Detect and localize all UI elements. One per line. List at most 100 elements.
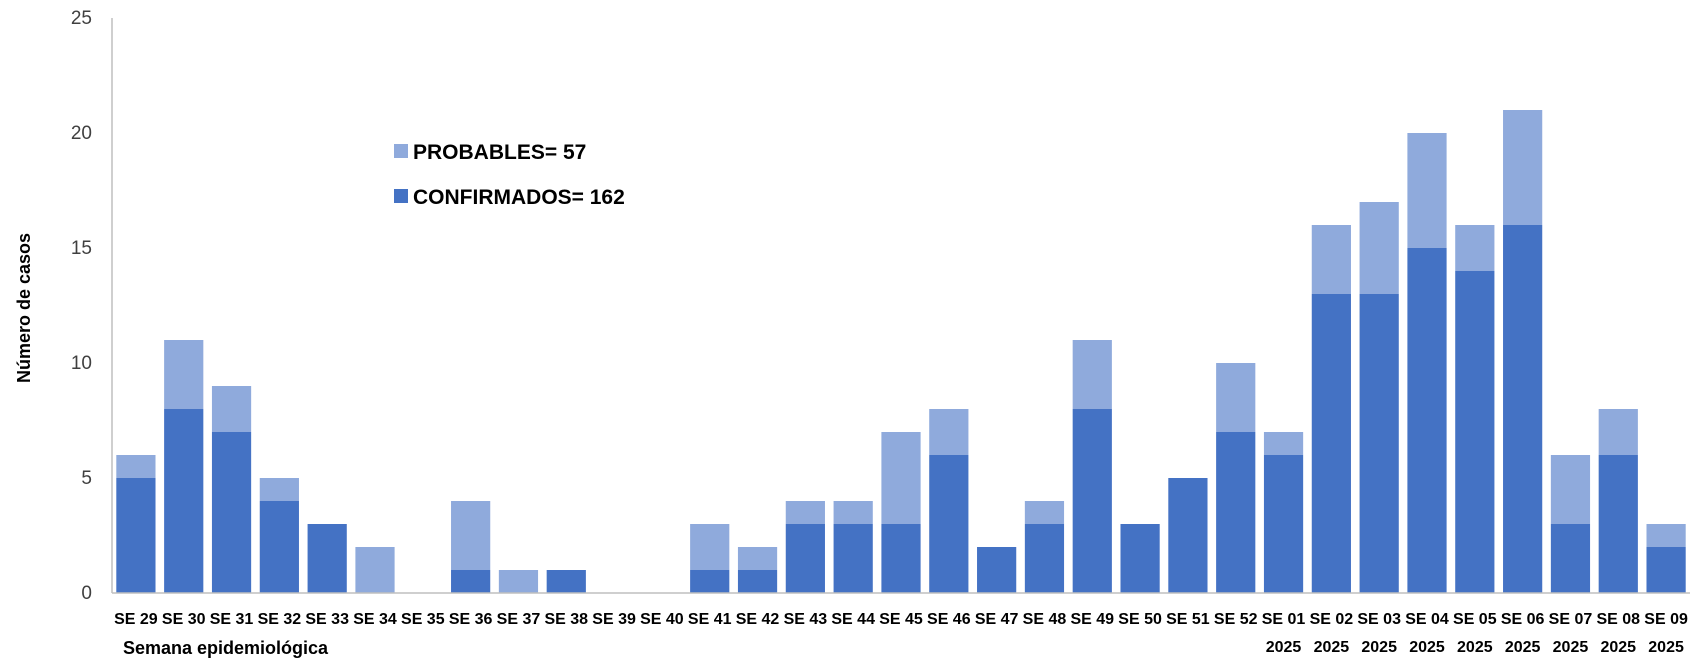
bar-segment-probables (690, 524, 730, 570)
x-tick-label: SE 39 (592, 611, 636, 628)
bar-segment-probables (929, 409, 969, 455)
bar-segment-confirmados (1407, 248, 1447, 593)
bar-segment-probables (737, 547, 778, 570)
x-tick-label: SE 38 (544, 611, 588, 628)
bar-segment-probables (1263, 432, 1304, 455)
x-tick-label: SE 45 (879, 611, 923, 628)
bar-segment-probables (211, 386, 252, 432)
bar-segment-confirmados (211, 432, 252, 593)
bar-segment-confirmados (1024, 524, 1065, 593)
bar-segment-confirmados (1598, 455, 1638, 593)
x-tick-sublabel: 2025 (1409, 639, 1445, 656)
x-tick-label: SE 36 (449, 611, 493, 628)
bars-group (116, 110, 1686, 593)
x-tick-label: SE 03 (1357, 611, 1401, 628)
y-tick-label: 5 (81, 468, 92, 489)
bar-segment-confirmados (1263, 455, 1304, 593)
x-tick-sublabel: 2025 (1505, 639, 1541, 656)
y-tick-label: 15 (71, 238, 92, 259)
bar-segment-confirmados (307, 524, 347, 593)
x-tick-label: SE 29 (114, 611, 158, 628)
bar-segment-confirmados (1311, 294, 1351, 593)
bar-segment-probables (355, 547, 395, 593)
bar-segment-probables (451, 501, 491, 570)
bar-segment-probables (1646, 524, 1686, 547)
bar-segment-probables (1311, 225, 1351, 294)
x-tick-label: SE 43 (784, 611, 828, 628)
x-tick-label: SE 09 (1644, 611, 1688, 628)
y-tick-label: 10 (71, 353, 92, 374)
x-tick-label: SE 47 (975, 611, 1019, 628)
x-tick-sublabel: 2025 (1314, 639, 1350, 656)
bar-segment-probables (1550, 455, 1591, 524)
bar-segment-confirmados (546, 570, 586, 593)
x-tick-sublabel: 2025 (1266, 639, 1302, 656)
x-tick-label: SE 02 (1310, 611, 1354, 628)
x-tick-label: SE 05 (1453, 611, 1497, 628)
bar-segment-confirmados (737, 570, 778, 593)
x-tick-label: SE 04 (1405, 611, 1449, 628)
y-tick-label: 0 (81, 583, 92, 604)
bar-segment-probables (1407, 133, 1447, 248)
x-tick-label: SE 34 (353, 611, 397, 628)
x-tick-label: SE 46 (927, 611, 971, 628)
bar-segment-confirmados (1359, 294, 1399, 593)
bar-segment-probables (1455, 225, 1495, 271)
bar-segment-probables (116, 455, 156, 478)
x-tick-label: SE 01 (1262, 611, 1306, 628)
x-tick-label: SE 41 (688, 611, 732, 628)
legend-swatch (394, 144, 408, 158)
bar-segment-confirmados (1168, 478, 1208, 593)
bar-segment-confirmados (1120, 524, 1160, 593)
y-axis-title: Número de casos (14, 233, 34, 383)
bar-segment-confirmados (977, 547, 1017, 593)
x-tick-label: SE 37 (497, 611, 541, 628)
bar-segment-confirmados (690, 570, 730, 593)
x-tick-label: SE 30 (162, 611, 206, 628)
x-tick-label: SE 35 (401, 611, 445, 628)
x-tick-label: SE 48 (1023, 611, 1067, 628)
x-tick-label: SE 07 (1549, 611, 1593, 628)
y-tick-label: 20 (71, 123, 92, 144)
x-axis-title: Semana epidemiológica (123, 638, 329, 658)
x-tick-sublabel: 2025 (1457, 639, 1493, 656)
y-axis: 0 5 10 15 20 25 (71, 8, 113, 604)
x-tick-sublabel: 2025 (1648, 639, 1684, 656)
bar-segment-probables (164, 340, 204, 409)
x-tick-label: SE 08 (1596, 611, 1640, 628)
legend-label: PROBABLES= 57 (413, 141, 586, 164)
x-tick-label: SE 44 (831, 611, 875, 628)
bar-segment-probables (1024, 501, 1065, 524)
bar-segment-confirmados (1503, 225, 1543, 593)
x-tick-label: SE 50 (1118, 611, 1162, 628)
bar-segment-probables (498, 570, 539, 593)
bar-segment-probables (1598, 409, 1638, 455)
bar-segment-probables (833, 501, 873, 524)
legend-swatch (394, 189, 408, 203)
bar-segment-confirmados (785, 524, 825, 593)
bar-segment-confirmados (164, 409, 204, 593)
bar-segment-probables (1216, 363, 1256, 432)
x-tick-label: SE 40 (640, 611, 684, 628)
bar-segment-confirmados (1455, 271, 1495, 593)
bar-segment-confirmados (1550, 524, 1591, 593)
bar-segment-confirmados (259, 501, 299, 593)
x-tick-label: SE 49 (1070, 611, 1114, 628)
bar-segment-confirmados (1216, 432, 1256, 593)
bar-segment-probables (1359, 202, 1399, 294)
x-tick-sublabel: 2025 (1600, 639, 1636, 656)
x-tick-label: SE 42 (736, 611, 780, 628)
bar-segment-probables (259, 478, 299, 501)
legend-label: CONFIRMADOS= 162 (413, 186, 625, 209)
x-axis: SE 29 SE 30 SE 31 SE 32 SE 33 SE 34 SE 35 SE 36… (112, 592, 1690, 656)
legend: PROBABLES= 57 CONFIRMADOS= 162 (394, 141, 625, 209)
x-tick-label: SE 06 (1501, 611, 1545, 628)
bar-segment-confirmados (929, 455, 969, 593)
bar-segment-confirmados (833, 524, 873, 593)
bar-segment-confirmados (1072, 409, 1112, 593)
bar-segment-confirmados (1646, 547, 1686, 593)
x-tick-label: SE 33 (305, 611, 349, 628)
x-tick-label: SE 32 (258, 611, 302, 628)
bar-segment-probables (1503, 110, 1543, 225)
